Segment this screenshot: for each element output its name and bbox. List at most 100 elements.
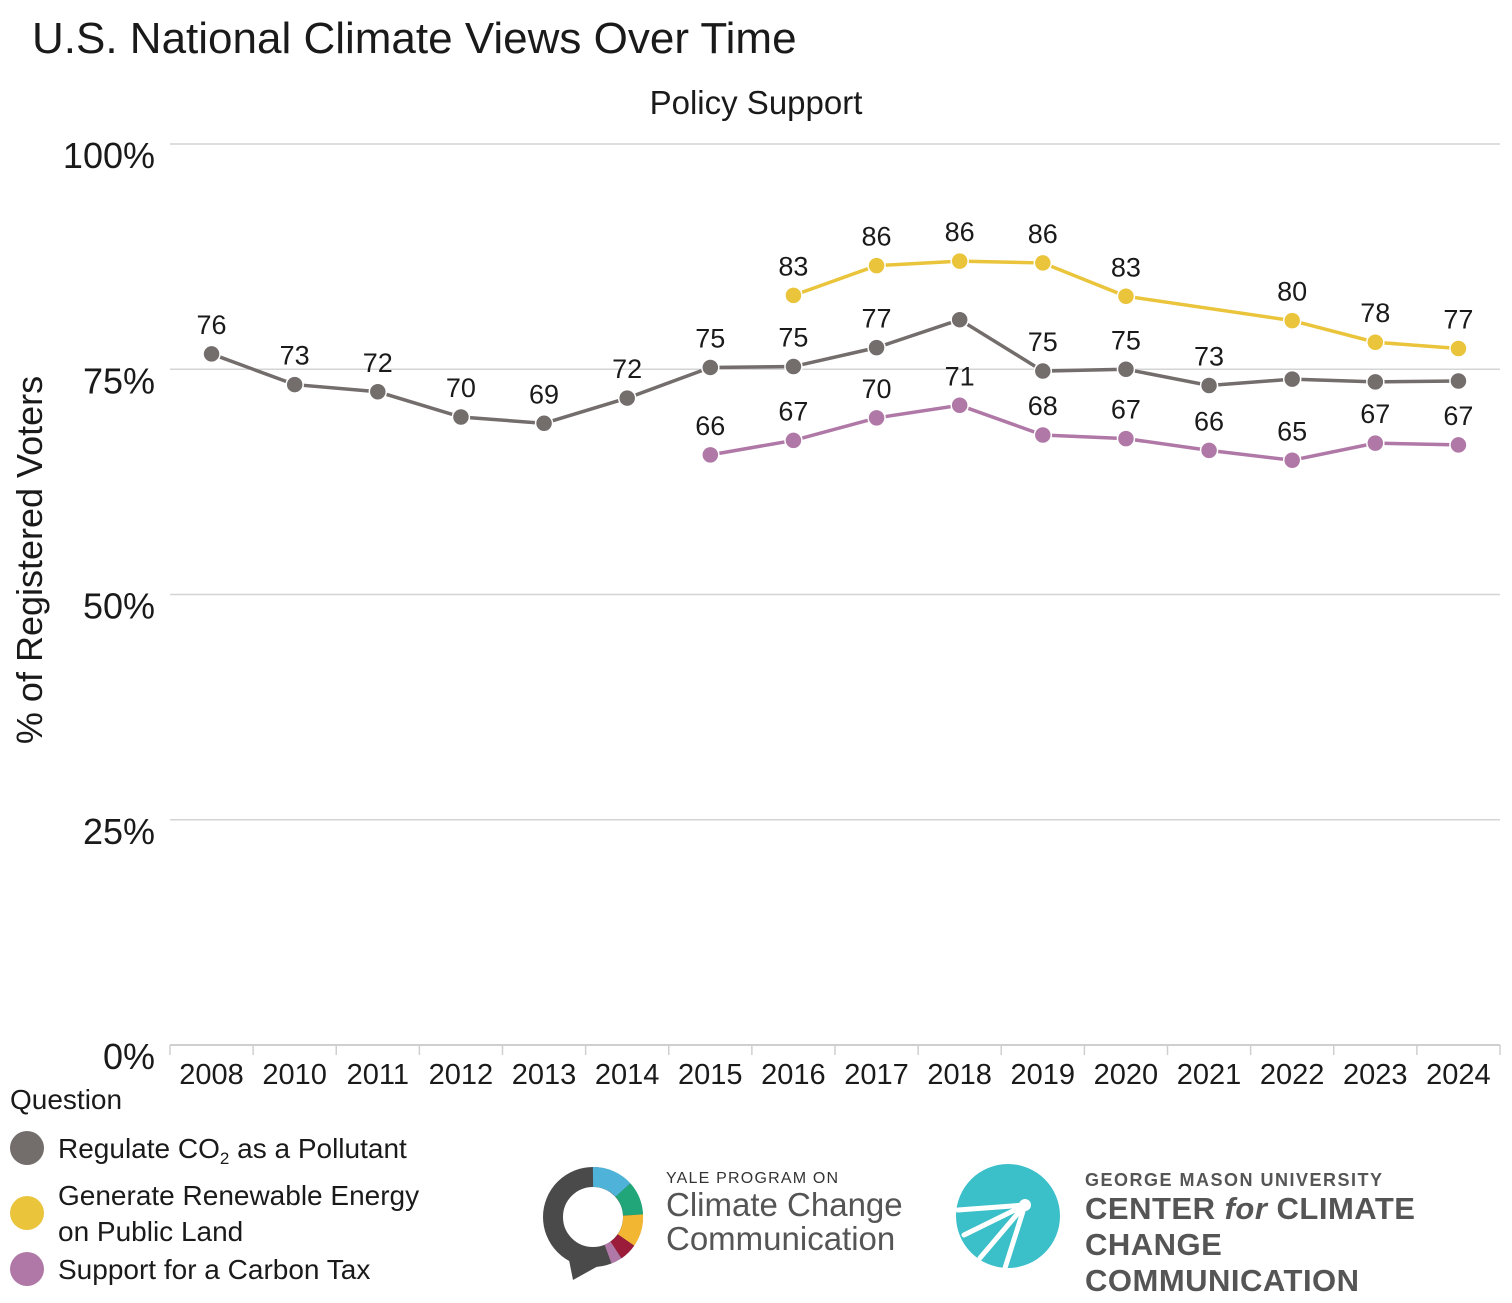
data-point [368, 382, 388, 402]
data-label: 67 [1443, 401, 1473, 431]
data-point [1366, 433, 1385, 453]
x-tick-label: 2012 [429, 1059, 494, 1090]
data-label: 72 [612, 354, 642, 384]
data-point [950, 310, 969, 329]
series-line [792, 259, 1459, 351]
data-label: 67 [778, 396, 808, 426]
data-label: 86 [1028, 219, 1058, 249]
data-label: 75 [695, 323, 725, 353]
data-point [1116, 287, 1136, 306]
x-tick-label: 2018 [927, 1059, 992, 1090]
data-point [617, 388, 637, 408]
data-label: 86 [945, 217, 975, 247]
x-tick-label: 2008 [179, 1059, 244, 1090]
legend-label-carbon-tax: Support for a Carbon Tax [58, 1254, 371, 1285]
yale-logo-small-text: YALE PROGRAM ON [666, 1170, 840, 1187]
data-labels: 76 73 72 70 69 72 75 75 77 75 75 73 83 86 86 86 83 80 78 77… [197, 217, 1474, 446]
data-label: 77 [1443, 305, 1473, 335]
gmu-logo-line1: CENTER for CLIMATE CHANGE [1085, 1191, 1416, 1262]
data-label: 77 [862, 304, 892, 334]
data-point [1282, 369, 1302, 389]
gmu-logo-small-text: GEORGE MASON UNIVERSITY [1085, 1170, 1384, 1190]
data-label: 67 [1360, 399, 1390, 429]
data-label: 68 [1028, 391, 1058, 421]
data-point [1282, 311, 1302, 330]
x-tick-label: 2013 [512, 1059, 577, 1090]
line-chart: 0% 25% 50% 75% 100% % of Registered Voters 20… [9, 135, 1501, 1090]
data-point [950, 396, 969, 415]
data-label: 76 [197, 310, 227, 340]
y-tick-label: 25% [83, 811, 155, 852]
x-tick-label: 2024 [1426, 1059, 1491, 1090]
data-label: 70 [446, 373, 476, 403]
data-point [1199, 441, 1219, 460]
x-axis: 2008 2010 2011 2012 2013 2014 2015 2016 2017 2018… [169, 1045, 1501, 1090]
data-point [1116, 429, 1136, 448]
data-label: 75 [1111, 325, 1141, 355]
legend-item-carbon-tax: Support for a Carbon Tax [10, 1252, 370, 1288]
x-tick-label: 2015 [678, 1059, 743, 1090]
chart-title: U.S. National Climate Views Over Time [32, 14, 797, 63]
data-label: 69 [529, 379, 559, 409]
gmu-logo: GEORGE MASON UNIVERSITY CENTER for CLIMA… [950, 1160, 1510, 1298]
y-tick-label: 100% [63, 135, 155, 176]
legend-item-regulate-co2: Regulate CO2 as a Pollutant [10, 1131, 407, 1177]
yale-logo-line2: Communication [666, 1220, 896, 1257]
data-label: 71 [945, 361, 975, 391]
data-label: 70 [862, 374, 892, 404]
data-point [1366, 332, 1385, 352]
x-tick-label: 2017 [844, 1059, 909, 1090]
legend-label-regulate-co2: Regulate CO2 as a Pollutant [58, 1133, 407, 1168]
data-label: 66 [695, 411, 725, 441]
data-point [867, 408, 886, 428]
data-point [1282, 451, 1302, 470]
data-label: 75 [1028, 327, 1058, 357]
data-point [784, 286, 803, 305]
x-tick-label: 2022 [1260, 1059, 1325, 1090]
x-tick-label: 2023 [1343, 1059, 1408, 1090]
chart-subtitle: Policy Support [649, 84, 863, 121]
legend-swatch-renewable-energy [10, 1196, 44, 1230]
yale-logo: YALE PROGRAM ON Climate Change Communica… [538, 1160, 918, 1285]
data-point [1449, 371, 1468, 391]
data-point [202, 344, 221, 364]
x-tick-label: 2019 [1011, 1059, 1076, 1090]
series-line [710, 403, 1459, 463]
data-point [1116, 360, 1136, 379]
data-label: 83 [778, 251, 808, 281]
x-tick-label: 2014 [595, 1059, 660, 1090]
y-tick-label: 75% [83, 360, 155, 401]
data-point [1449, 339, 1468, 358]
x-tick-label: 2011 [347, 1059, 409, 1090]
yale-logo-line1: Climate Change [666, 1186, 903, 1223]
y-axis: 0% 25% 50% 75% 100% % of Registered Voters [9, 135, 155, 1077]
data-point [1449, 435, 1468, 455]
y-tick-label: 0% [103, 1036, 155, 1077]
legend-swatch-carbon-tax [10, 1252, 44, 1286]
data-point [451, 407, 471, 427]
gmu-sunburst-icon [955, 1164, 1060, 1271]
data-point [1033, 253, 1053, 273]
yale-ring-icon [543, 1167, 644, 1280]
legend-label-renewable-energy: Generate Renewable Energy on Public Land [58, 1180, 420, 1247]
data-point [285, 375, 304, 394]
data-label: 73 [1194, 341, 1224, 371]
data-point [701, 445, 720, 465]
data-label: 83 [1111, 252, 1141, 282]
data-point [867, 338, 886, 357]
legend-item-renewable-energy: Generate Renewable Energy on Public Land [10, 1178, 419, 1250]
data-point [784, 357, 803, 376]
data-label: 86 [862, 222, 892, 252]
data-point [1033, 425, 1053, 445]
y-axis-label: % of Registered Voters [9, 376, 50, 744]
data-point [1366, 372, 1385, 392]
data-point [950, 251, 969, 271]
data-label: 66 [1194, 406, 1224, 436]
data-label: 67 [1111, 395, 1141, 425]
x-tick-label: 2021 [1177, 1059, 1242, 1090]
data-label: 65 [1277, 416, 1307, 446]
legend-swatch-regulate-co2 [10, 1131, 44, 1165]
series-points [202, 251, 1468, 470]
data-point [784, 431, 803, 450]
series-line [210, 317, 1459, 426]
